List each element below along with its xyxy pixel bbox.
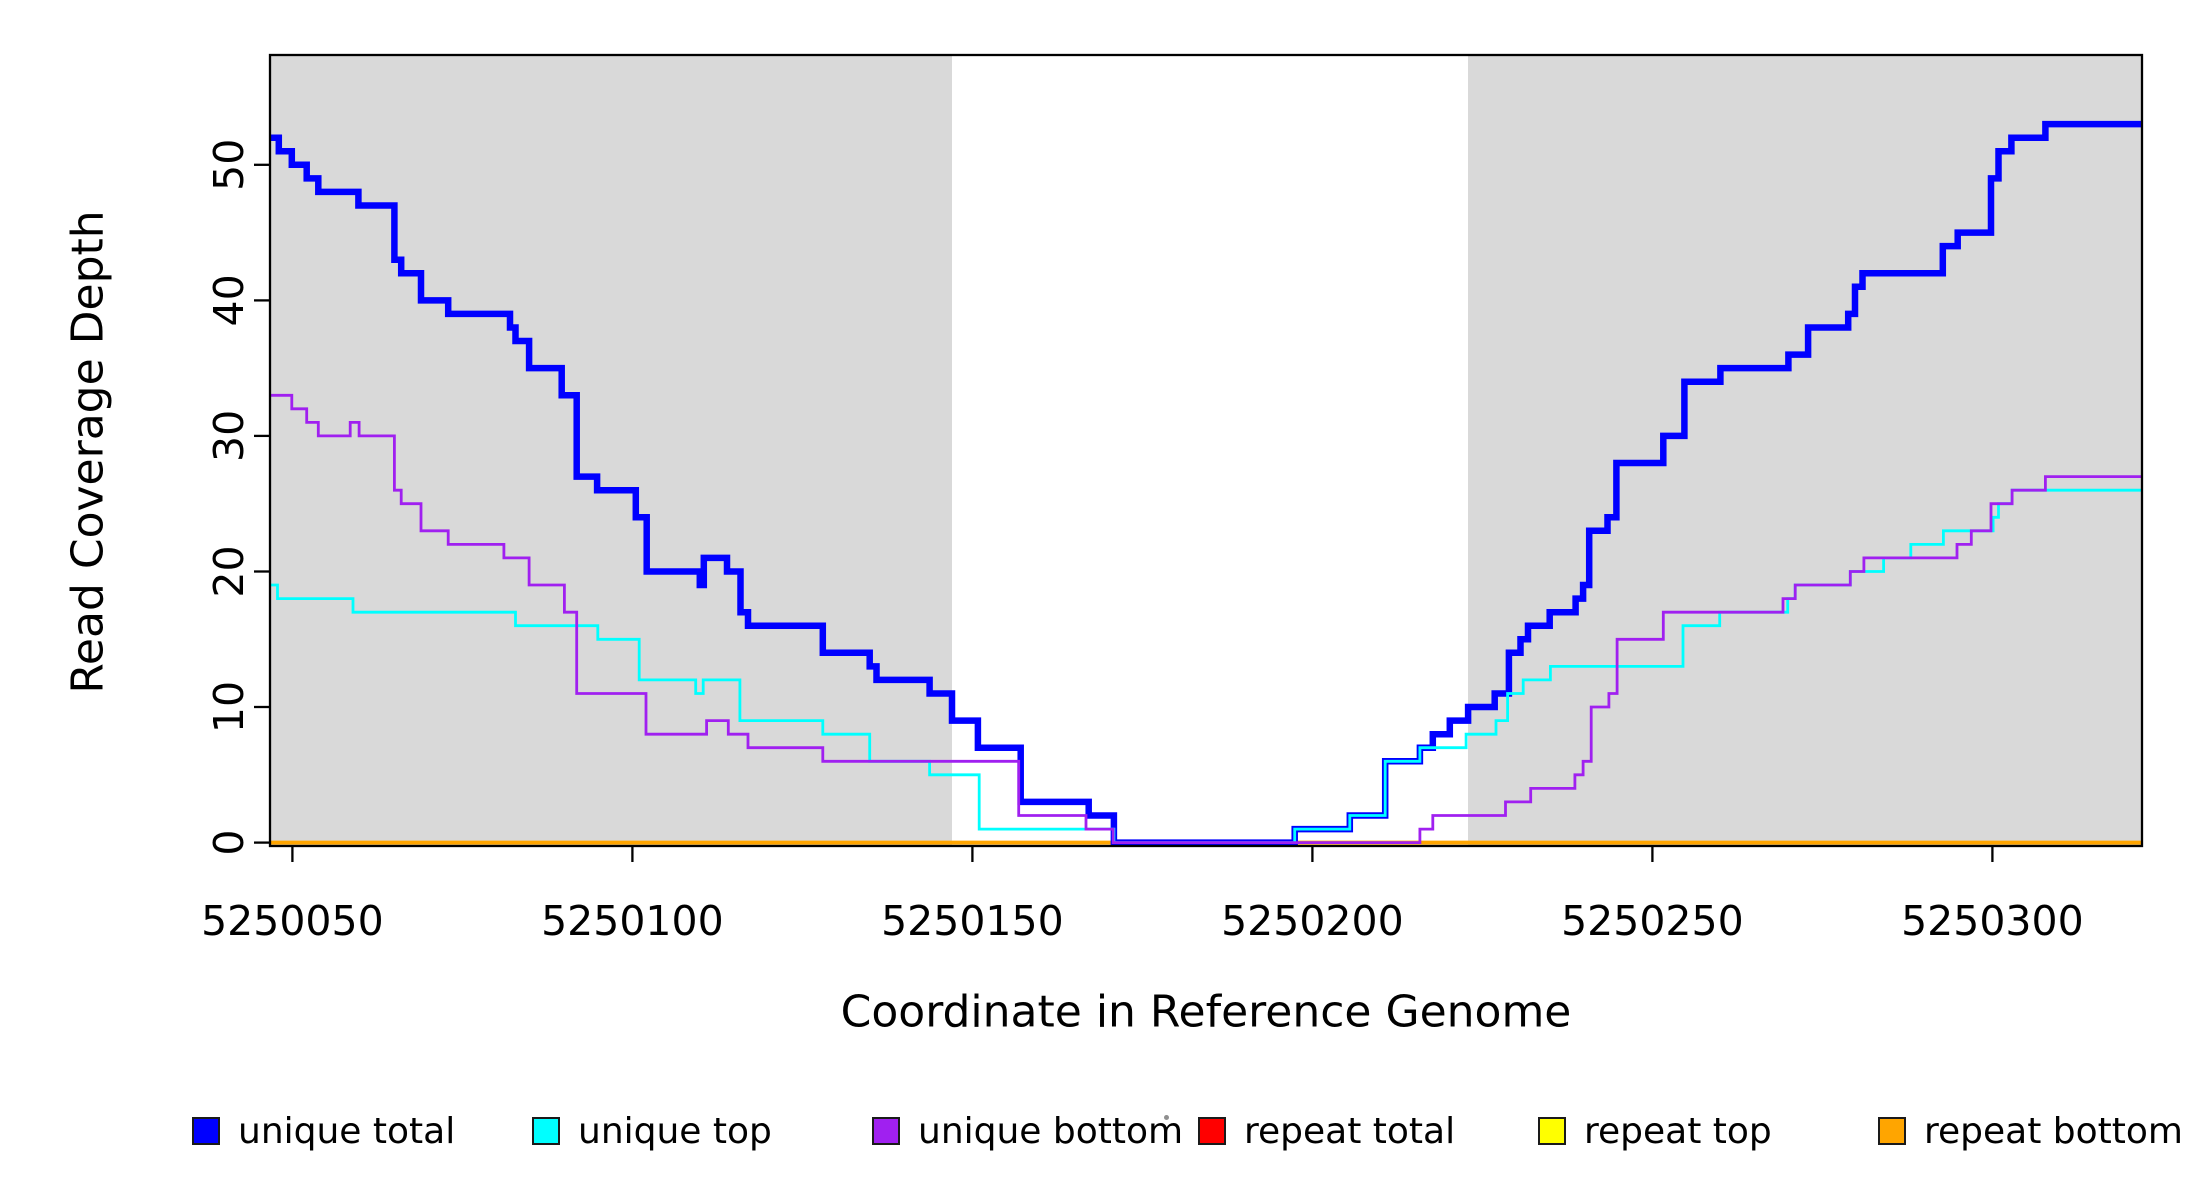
x-tick-label: 5250250: [1561, 897, 1744, 945]
legend-label: repeat bottom: [1924, 1110, 2183, 1152]
x-tick-label: 5250300: [1901, 897, 2084, 945]
x-tick-label: 5250100: [541, 897, 724, 945]
plot-frame: [268, 53, 2144, 848]
y-tick-label: 40: [205, 274, 253, 326]
x-tick-label: 5250050: [201, 897, 384, 945]
legend-item-repeat-total: repeat total: [1198, 1106, 1455, 1156]
legend-item-unique-bottom: unique bottom: [872, 1106, 1183, 1156]
repeat-total-swatch-icon: [1198, 1117, 1226, 1145]
unique-total-swatch-icon: [192, 1117, 220, 1145]
y-axis-title: Read Coverage Depth: [62, 210, 114, 694]
stray-dot-artifact: [1164, 1115, 1169, 1120]
series-unique-top: [270, 488, 2142, 844]
y-tick-label: 30: [205, 410, 253, 462]
legend-label: unique bottom: [918, 1110, 1184, 1152]
unique-bottom-swatch-icon: [872, 1117, 900, 1145]
legend-label: unique total: [238, 1110, 456, 1152]
legend-item-unique-top: unique top: [532, 1106, 772, 1156]
y-tick-label: 0: [205, 830, 253, 856]
y-tick-label: 20: [205, 545, 253, 597]
legend-item-repeat-bottom: repeat bottom: [1878, 1106, 2183, 1156]
legend: unique total unique top unique bottom re…: [0, 1106, 2200, 1162]
y-tick-label: 50: [205, 139, 253, 191]
x-tick-label: 5250200: [1221, 897, 1404, 945]
repeat-bottom-swatch-icon: [1878, 1117, 1906, 1145]
x-axis-title: Coordinate in Reference Genome: [840, 986, 1572, 1038]
legend-item-repeat-top: repeat top: [1538, 1106, 1772, 1156]
unique-top-swatch-icon: [532, 1117, 560, 1145]
series-unique-bottom: [270, 393, 2142, 844]
repeat-top-swatch-icon: [1538, 1117, 1566, 1145]
shaded-band: [1468, 55, 2142, 846]
shaded-band: [270, 55, 952, 846]
legend-label: repeat top: [1584, 1110, 1772, 1152]
y-tick-label: 10: [205, 681, 253, 733]
legend-label: repeat total: [1244, 1110, 1456, 1152]
legend-item-unique-total: unique total: [192, 1106, 455, 1156]
x-tick-label: 5250150: [881, 897, 1064, 945]
legend-label: unique top: [578, 1110, 772, 1152]
